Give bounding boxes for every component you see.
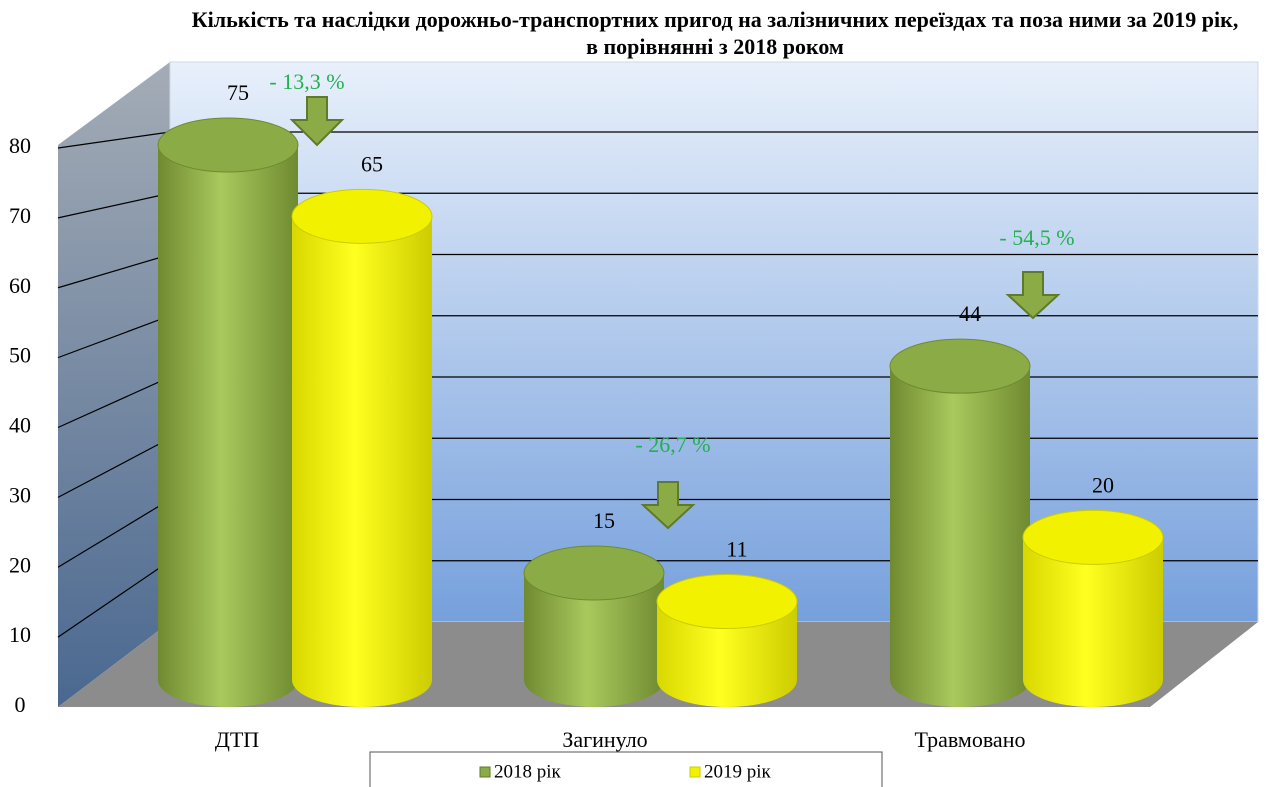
legend-label: 2018 рік bbox=[494, 761, 562, 782]
annotation: - 54,5 % bbox=[999, 225, 1074, 250]
x-tick-label: Загинуло bbox=[562, 727, 647, 752]
bar-top bbox=[889, 338, 1031, 394]
y-tick-label: 70 bbox=[9, 203, 31, 228]
bar-top bbox=[1022, 509, 1164, 565]
value-label: 75 bbox=[227, 80, 249, 105]
legend-swatch bbox=[689, 766, 701, 778]
grid-line bbox=[57, 131, 171, 149]
bar-top bbox=[291, 188, 433, 244]
grid-line bbox=[57, 315, 171, 359]
value-label: 15 bbox=[593, 508, 615, 533]
bar-top bbox=[157, 117, 299, 173]
bar bbox=[158, 145, 298, 707]
y-tick-label: 40 bbox=[9, 413, 31, 438]
grid-line bbox=[57, 192, 171, 219]
bar-top bbox=[656, 574, 798, 630]
y-tick-label: 50 bbox=[9, 343, 31, 368]
arrows bbox=[289, 96, 1061, 530]
grid-line bbox=[57, 437, 171, 498]
y-tick-label: 20 bbox=[9, 552, 31, 577]
annotation: - 13,3 % bbox=[269, 69, 344, 94]
grid-line bbox=[57, 498, 171, 568]
value-label: 65 bbox=[361, 151, 383, 176]
value-label: 11 bbox=[726, 537, 747, 562]
y-tick-label: 30 bbox=[9, 482, 31, 507]
chart-title: Кількість та наслідки дорожньо-транспорт… bbox=[191, 7, 1239, 59]
grid-line bbox=[57, 253, 171, 289]
bar bbox=[1023, 537, 1163, 707]
cylinder bbox=[523, 545, 665, 707]
annotation: - 26,7 % bbox=[635, 432, 710, 457]
legend-swatch bbox=[479, 766, 491, 778]
grid-line bbox=[57, 560, 171, 638]
x-tick-label: ДТП bbox=[215, 727, 259, 752]
bar bbox=[657, 601, 797, 707]
x-tick-label: Травмовано bbox=[915, 727, 1026, 752]
y-tick-label: 60 bbox=[9, 273, 31, 298]
bar bbox=[524, 573, 664, 707]
left-wall bbox=[58, 62, 170, 707]
cylinder bbox=[1022, 509, 1164, 707]
value-label: 20 bbox=[1092, 472, 1114, 497]
value-label: 44 bbox=[959, 301, 981, 326]
bar bbox=[890, 366, 1030, 707]
y-tick-label: 80 bbox=[9, 133, 31, 158]
cylinder bbox=[157, 117, 299, 707]
bar bbox=[292, 216, 432, 708]
grid-line bbox=[57, 376, 171, 429]
y-tick-label: 0 bbox=[15, 692, 26, 717]
cylinder bbox=[291, 188, 433, 708]
bar-top bbox=[523, 545, 665, 601]
cylinder bbox=[889, 338, 1031, 707]
cylinder bbox=[656, 574, 798, 707]
legend-box bbox=[369, 751, 883, 787]
legend-label: 2019 рік bbox=[704, 761, 772, 782]
y-tick-label: 10 bbox=[9, 622, 31, 647]
